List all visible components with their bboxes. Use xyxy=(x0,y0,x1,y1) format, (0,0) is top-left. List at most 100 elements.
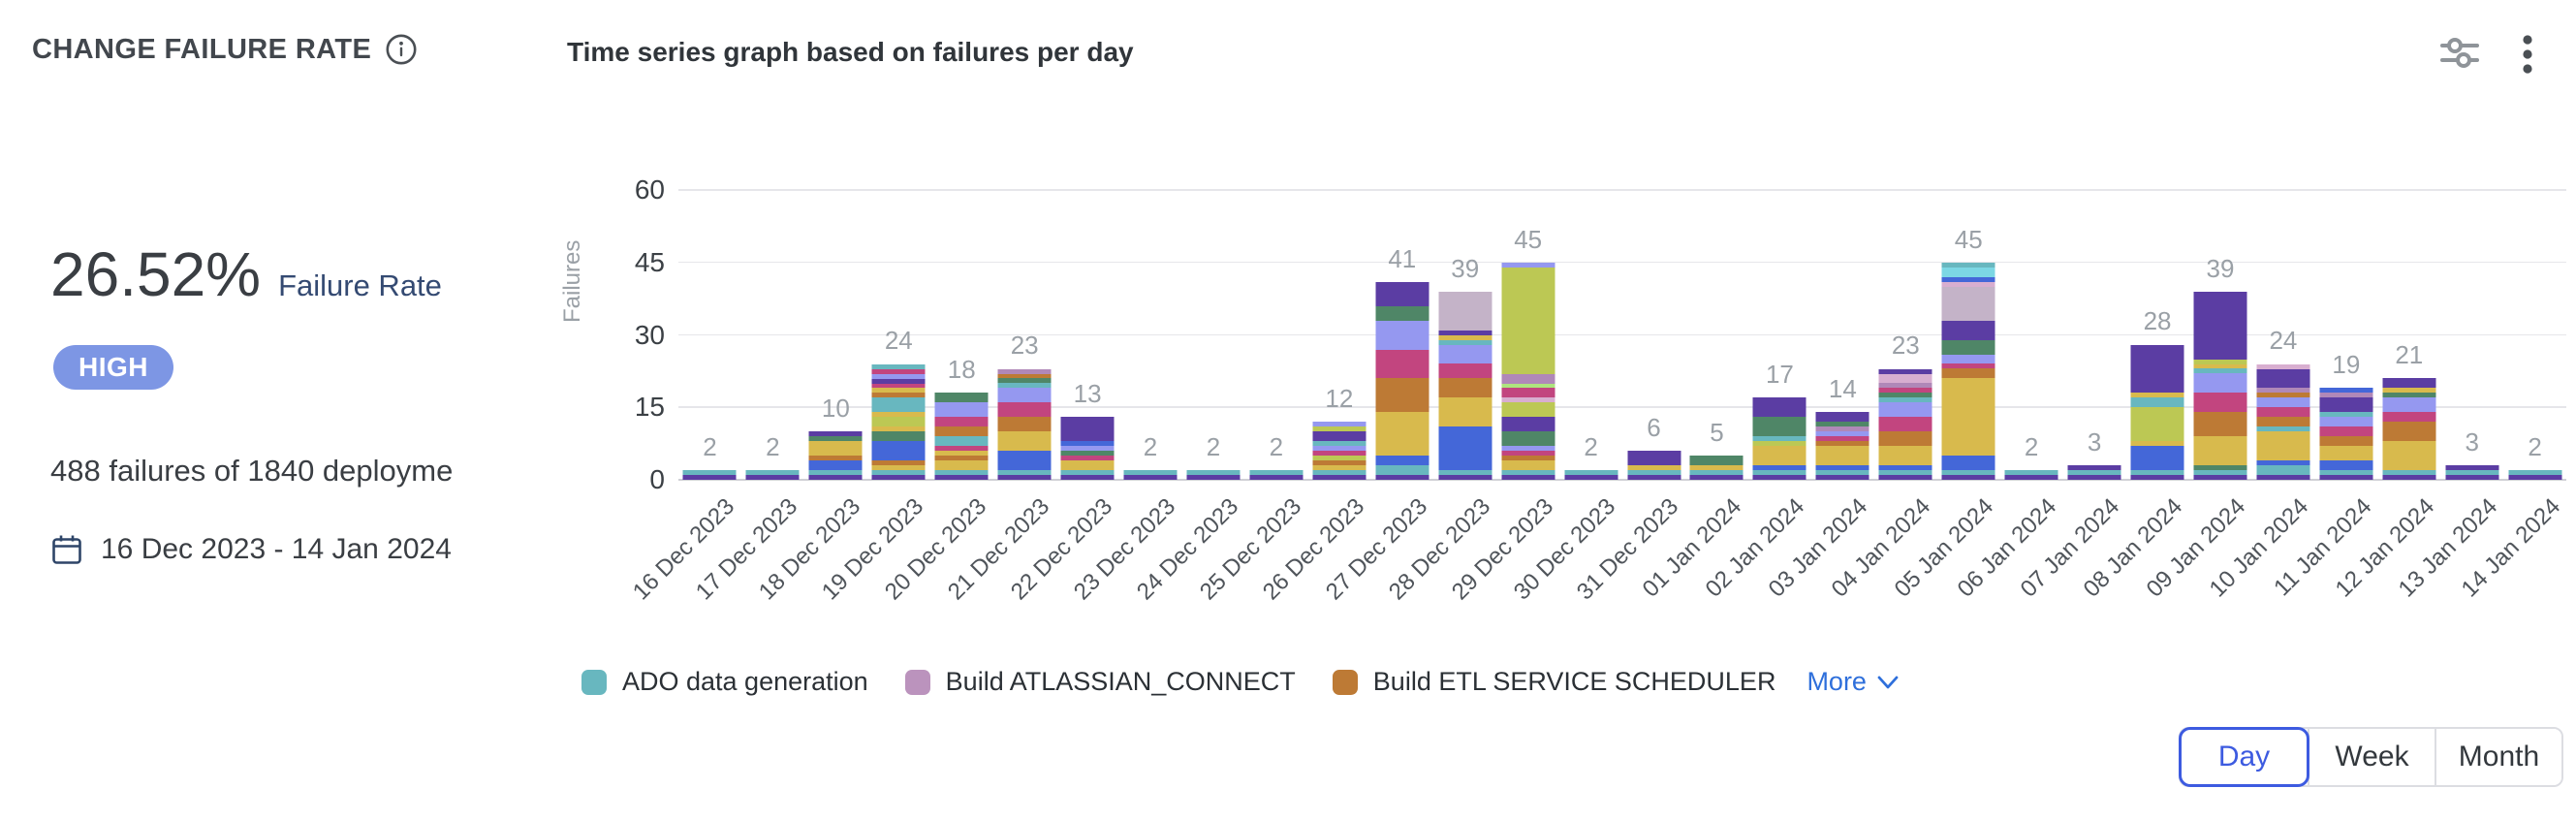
bar-segment xyxy=(2319,417,2373,427)
bar-segment xyxy=(997,431,1052,452)
bar-stack[interactable] xyxy=(1060,417,1115,480)
bar-stack[interactable] xyxy=(1941,262,1995,480)
bar-segment xyxy=(2256,368,2310,389)
bar-segment xyxy=(1186,470,1241,476)
bar-stack[interactable] xyxy=(997,368,1052,480)
chart-legend: ADO data generation Build ATLASSIAN_CONN… xyxy=(581,667,1900,697)
bar-segment xyxy=(1312,465,1367,471)
bar-stack[interactable] xyxy=(1375,281,1429,480)
bar-slot: 21 12 Jan 2024 xyxy=(2330,190,2440,602)
bar-value-label: 45 xyxy=(1514,224,1543,254)
bar-segment xyxy=(2445,470,2499,476)
bar-segment xyxy=(1312,426,1367,432)
bar-stack[interactable] xyxy=(2004,470,2058,480)
bar-segment xyxy=(1815,470,1869,476)
granularity-day-button[interactable]: Day xyxy=(2179,727,2309,787)
bar-segment xyxy=(2256,363,2310,369)
bar-slot: 3 13 Jan 2024 xyxy=(2393,190,2503,602)
bar-segment xyxy=(871,431,926,442)
chart-settings-sliders-icon[interactable] xyxy=(2438,31,2481,74)
bar-segment xyxy=(1878,470,1932,476)
bar-segment xyxy=(934,417,989,427)
y-tick-label: 30 xyxy=(634,319,665,350)
bar-slot: 24 19 Dec 2023 xyxy=(817,190,930,605)
bar-segment xyxy=(1627,465,1681,471)
bar-segment xyxy=(1878,431,1932,447)
bar-segment xyxy=(1689,456,1744,466)
bar-segment xyxy=(1878,402,1932,418)
bar-stack[interactable] xyxy=(745,470,800,480)
bar-segment xyxy=(808,436,863,442)
kebab-menu-icon[interactable] xyxy=(2514,31,2541,78)
bar-stack[interactable] xyxy=(2067,465,2121,480)
bar-segment xyxy=(997,378,1052,384)
bar-segment xyxy=(997,388,1052,403)
bar-stack[interactable] xyxy=(1123,470,1178,480)
bar-segment xyxy=(1312,451,1367,457)
bar-segment xyxy=(1941,354,1995,364)
bar-stack[interactable] xyxy=(1249,470,1304,480)
legend-more-link[interactable]: More xyxy=(1806,667,1900,697)
bar-segment xyxy=(1815,465,1869,471)
bar-segment xyxy=(871,417,926,427)
legend-item[interactable]: Build ETL SERVICE SCHEDULER xyxy=(1332,667,1775,697)
bar-slot: 14 03 Jan 2024 xyxy=(1764,190,1874,602)
bar-stack[interactable] xyxy=(1312,422,1367,480)
granularity-month-button[interactable]: Month xyxy=(2435,729,2561,785)
chevron-down-icon xyxy=(1877,676,1899,688)
bar-stack[interactable] xyxy=(2193,291,2247,480)
bar-segment xyxy=(934,446,989,452)
bar-segment xyxy=(934,460,989,471)
info-icon[interactable] xyxy=(385,33,418,66)
bar-stack[interactable] xyxy=(2319,388,2373,480)
bar-segment xyxy=(1941,267,1995,277)
bar-segment xyxy=(2256,397,2310,408)
bar-segment xyxy=(1501,267,1555,374)
bar-segment xyxy=(871,388,926,394)
bar-segment xyxy=(2319,470,2373,476)
bar-stack[interactable] xyxy=(1438,291,1492,480)
bar-stack[interactable] xyxy=(1878,368,1932,480)
y-tick-label: 0 xyxy=(649,464,665,494)
legend-item[interactable]: ADO data generation xyxy=(581,667,868,697)
bar-stack[interactable] xyxy=(871,363,926,480)
bar-stack[interactable] xyxy=(682,470,737,480)
bar-stack[interactable] xyxy=(1815,412,1869,480)
granularity-week-button[interactable]: Week xyxy=(2308,729,2435,785)
bar-stack[interactable] xyxy=(1186,470,1241,480)
bar-stack[interactable] xyxy=(2130,344,2184,480)
gridline xyxy=(678,333,2566,335)
bar-value-label: 28 xyxy=(2143,306,2172,336)
bar-stack[interactable] xyxy=(2508,470,2562,480)
bar-slot: 28 08 Jan 2024 xyxy=(2079,190,2189,602)
bar-segment xyxy=(1941,470,1995,476)
legend-swatch xyxy=(904,669,930,695)
bar-segment xyxy=(1375,465,1429,476)
bar-stack[interactable] xyxy=(934,393,989,480)
bar-segment xyxy=(745,475,800,480)
bar-segment xyxy=(1501,402,1555,418)
bar-segment xyxy=(1752,446,1806,466)
bar-segment xyxy=(871,470,926,476)
bar-stack[interactable] xyxy=(1501,262,1555,480)
bar-segment xyxy=(1501,451,1555,457)
bar-segment xyxy=(2382,378,2436,389)
legend-item[interactable]: Build ATLASSIAN_CONNECT xyxy=(904,667,1296,697)
date-range-picker[interactable]: 16 Dec 2023 - 14 Jan 2024 xyxy=(50,533,452,566)
bar-segment xyxy=(1249,475,1304,480)
bar-segment xyxy=(1501,383,1555,389)
bar-stack[interactable] xyxy=(2382,378,2436,480)
failure-rate-label: Failure Rate xyxy=(278,268,442,302)
bar-segment xyxy=(1752,417,1806,437)
bar-stack[interactable] xyxy=(2256,363,2310,480)
bar-stack[interactable] xyxy=(2445,465,2499,480)
bar-segment xyxy=(1312,422,1367,427)
bar-stack[interactable] xyxy=(1627,451,1681,480)
bar-stack[interactable] xyxy=(808,431,863,480)
bar-value-label: 18 xyxy=(947,355,976,385)
bar-stack[interactable] xyxy=(1564,470,1618,480)
bar-stack[interactable] xyxy=(1689,456,1744,480)
bar-segment xyxy=(2319,460,2373,471)
bar-stack[interactable] xyxy=(1752,397,1806,480)
bar-segment xyxy=(1438,426,1492,471)
